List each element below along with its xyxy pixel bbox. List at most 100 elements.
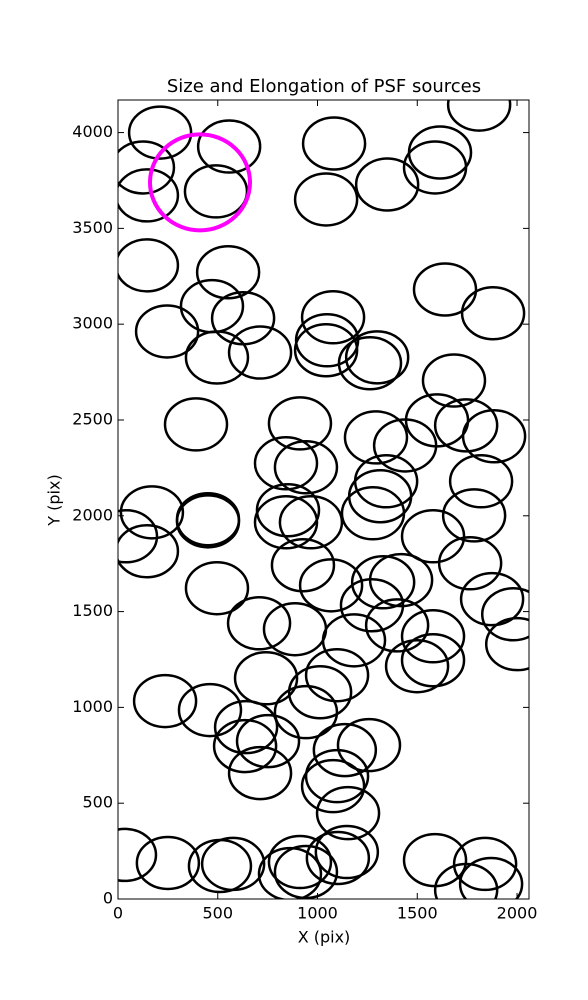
source-ellipse <box>421 353 487 408</box>
source-ellipse <box>119 485 185 540</box>
source-ellipse <box>213 699 279 755</box>
source-ellipse <box>441 488 507 543</box>
source-ellipse <box>437 536 503 591</box>
source-ellipse <box>287 665 353 720</box>
source-ellipse <box>196 119 262 174</box>
source-ellipse <box>118 827 158 883</box>
source-ellipse <box>459 571 525 627</box>
source-ellipse <box>293 172 359 227</box>
source-ellipse <box>235 713 301 769</box>
source-ellipse <box>195 245 261 300</box>
y-tick-label: 2500 <box>72 409 113 428</box>
source-ellipse <box>304 647 370 703</box>
source-ellipse <box>127 105 193 160</box>
x-tick-label: 1500 <box>397 904 438 923</box>
source-ellipse <box>452 836 518 892</box>
x-axis-label: X (pix) <box>298 928 351 947</box>
source-ellipse <box>184 560 250 616</box>
source-ellipse <box>273 440 339 495</box>
source-ellipse <box>448 454 514 509</box>
source-ellipse <box>267 834 333 890</box>
x-tick-label: 1000 <box>297 904 338 923</box>
source-ellipse <box>305 830 371 886</box>
source-ellipse <box>340 486 406 541</box>
source-ellipse <box>134 304 200 359</box>
source-ellipse <box>339 578 405 633</box>
x-tick-label: 0 <box>113 904 123 923</box>
source-ellipse <box>118 509 159 564</box>
source-ellipse <box>227 325 293 380</box>
plot-frame <box>117 99 530 900</box>
source-ellipse <box>118 238 180 293</box>
y-tick-label: 3000 <box>72 314 113 333</box>
x-tick-label: 2000 <box>497 904 538 923</box>
source-ellipse <box>175 494 241 549</box>
source-ellipse <box>226 596 292 651</box>
source-ellipse <box>293 322 359 378</box>
source-ellipse <box>135 835 201 891</box>
source-ellipse <box>300 290 366 345</box>
source-ellipse <box>314 824 380 880</box>
source-ellipse <box>212 718 278 774</box>
source-ellipse <box>433 862 499 899</box>
source-ellipse <box>304 748 370 804</box>
source-ellipse <box>267 396 333 451</box>
source-ellipse <box>446 100 512 132</box>
chart-title: Size and Elongation of PSF sources <box>167 76 481 97</box>
source-ellipse <box>163 397 229 452</box>
highlight-ellipse <box>148 132 253 233</box>
source-ellipse <box>354 157 420 212</box>
y-tick-label: 4000 <box>72 122 113 141</box>
y-tick-label: 3500 <box>72 218 113 237</box>
source-ellipse <box>337 336 403 391</box>
source-ellipse <box>118 140 176 195</box>
source-ellipse <box>298 558 364 613</box>
source-ellipse <box>312 722 378 778</box>
source-ellipse <box>484 616 529 672</box>
y-tick-label: 500 <box>82 793 113 812</box>
source-ellipse <box>253 495 319 550</box>
source-ellipse <box>257 846 323 899</box>
source-ellipse <box>461 409 527 464</box>
y-tick-label: 0 <box>103 889 113 908</box>
y-tick-label: 1500 <box>72 601 113 620</box>
source-ellipse <box>384 638 450 694</box>
source-ellipse <box>344 330 410 385</box>
plot-area <box>118 100 529 899</box>
y-axis-label: Y (pix) <box>45 474 64 526</box>
source-ellipse <box>253 436 319 491</box>
source-ellipse <box>400 509 466 564</box>
source-ellipse <box>321 613 387 668</box>
source-ellipse <box>460 286 526 341</box>
source-ellipse <box>400 609 466 664</box>
source-ellipse <box>184 330 250 385</box>
source-ellipse <box>315 785 381 841</box>
source-ellipse <box>183 164 249 219</box>
source-ellipse <box>343 410 409 465</box>
source-ellipse <box>350 555 416 610</box>
source-ellipse <box>177 682 243 738</box>
source-ellipse <box>480 587 529 642</box>
source-ellipse <box>300 758 366 814</box>
source-ellipse <box>364 598 430 653</box>
source-ellipse <box>118 523 180 579</box>
source-ellipse <box>301 116 367 171</box>
source-ellipse <box>400 633 466 688</box>
source-ellipse <box>336 717 402 773</box>
source-ellipse <box>132 673 198 729</box>
source-ellipse <box>273 684 339 740</box>
source-ellipse <box>118 168 180 223</box>
y-tick-label: 2000 <box>72 505 113 524</box>
source-ellipse <box>227 745 293 801</box>
source-ellipse <box>270 537 336 593</box>
source-ellipse <box>412 262 478 317</box>
source-ellipse <box>200 836 266 892</box>
source-ellipse <box>233 651 299 706</box>
source-ellipse <box>278 495 344 550</box>
source-ellipse <box>273 844 339 899</box>
source-ellipse <box>458 856 524 899</box>
source-ellipse <box>433 398 499 453</box>
source-ellipse <box>402 140 468 195</box>
y-tick-label: 1000 <box>72 697 113 716</box>
